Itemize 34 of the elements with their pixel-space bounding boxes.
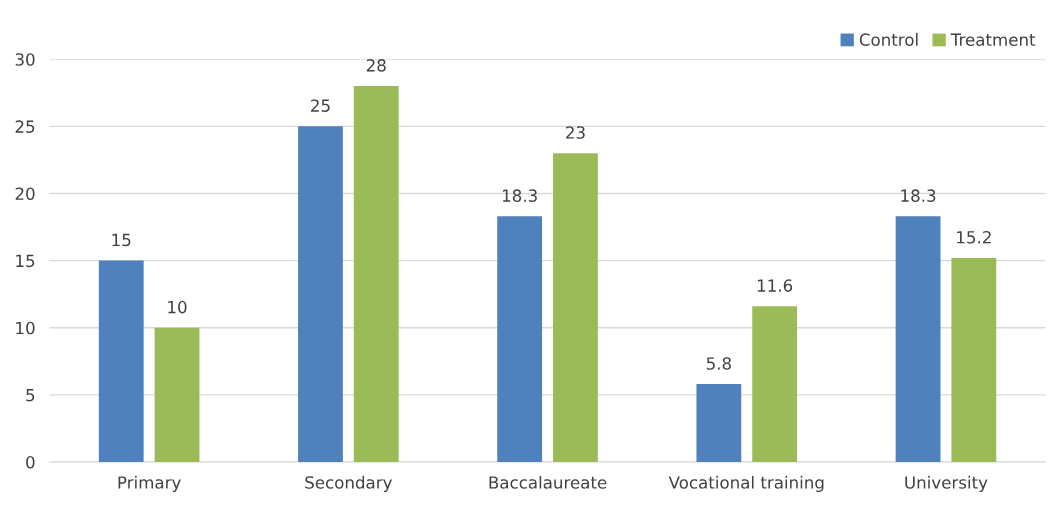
bar: [895, 216, 941, 462]
y-tick-label: 20: [15, 187, 35, 201]
data-label: 10: [168, 300, 187, 314]
data-label: 5.8: [706, 357, 731, 370]
data-label: 18.3: [502, 189, 537, 202]
y-tick-label: 10: [16, 321, 35, 335]
x-tick-label: Vocational training: [668, 475, 824, 492]
bar: [298, 126, 343, 462]
bar: [154, 327, 200, 462]
bar: [752, 306, 798, 462]
legend-label: Control: [859, 33, 918, 46]
y-tick-label: 0: [26, 455, 35, 469]
legend-label: Treatment: [950, 33, 1036, 46]
x-tick-label: Primary: [118, 475, 181, 492]
bar: [353, 86, 399, 462]
data-label: 18.3: [901, 189, 936, 202]
x-tick-label: Baccalaureate: [489, 475, 607, 489]
bar: [497, 216, 543, 462]
bar: [553, 153, 598, 462]
bar: [951, 257, 997, 462]
x-tick-label: University: [905, 475, 988, 492]
y-tick-label: 25: [15, 120, 35, 133]
data-label: 15.2: [957, 230, 991, 244]
y-tick-label: 5: [26, 389, 35, 402]
x-tick-label: Secondary: [305, 475, 392, 492]
y-tick-label: 15: [16, 254, 35, 268]
data-label: 23: [566, 126, 585, 139]
bar: [98, 260, 144, 462]
data-label: 15: [112, 233, 131, 247]
y-tick-label: 30: [15, 53, 35, 66]
data-label: 11.6: [757, 279, 793, 292]
data-label: 25: [311, 99, 330, 112]
data-label: 28: [366, 59, 386, 72]
bar: [696, 384, 742, 462]
